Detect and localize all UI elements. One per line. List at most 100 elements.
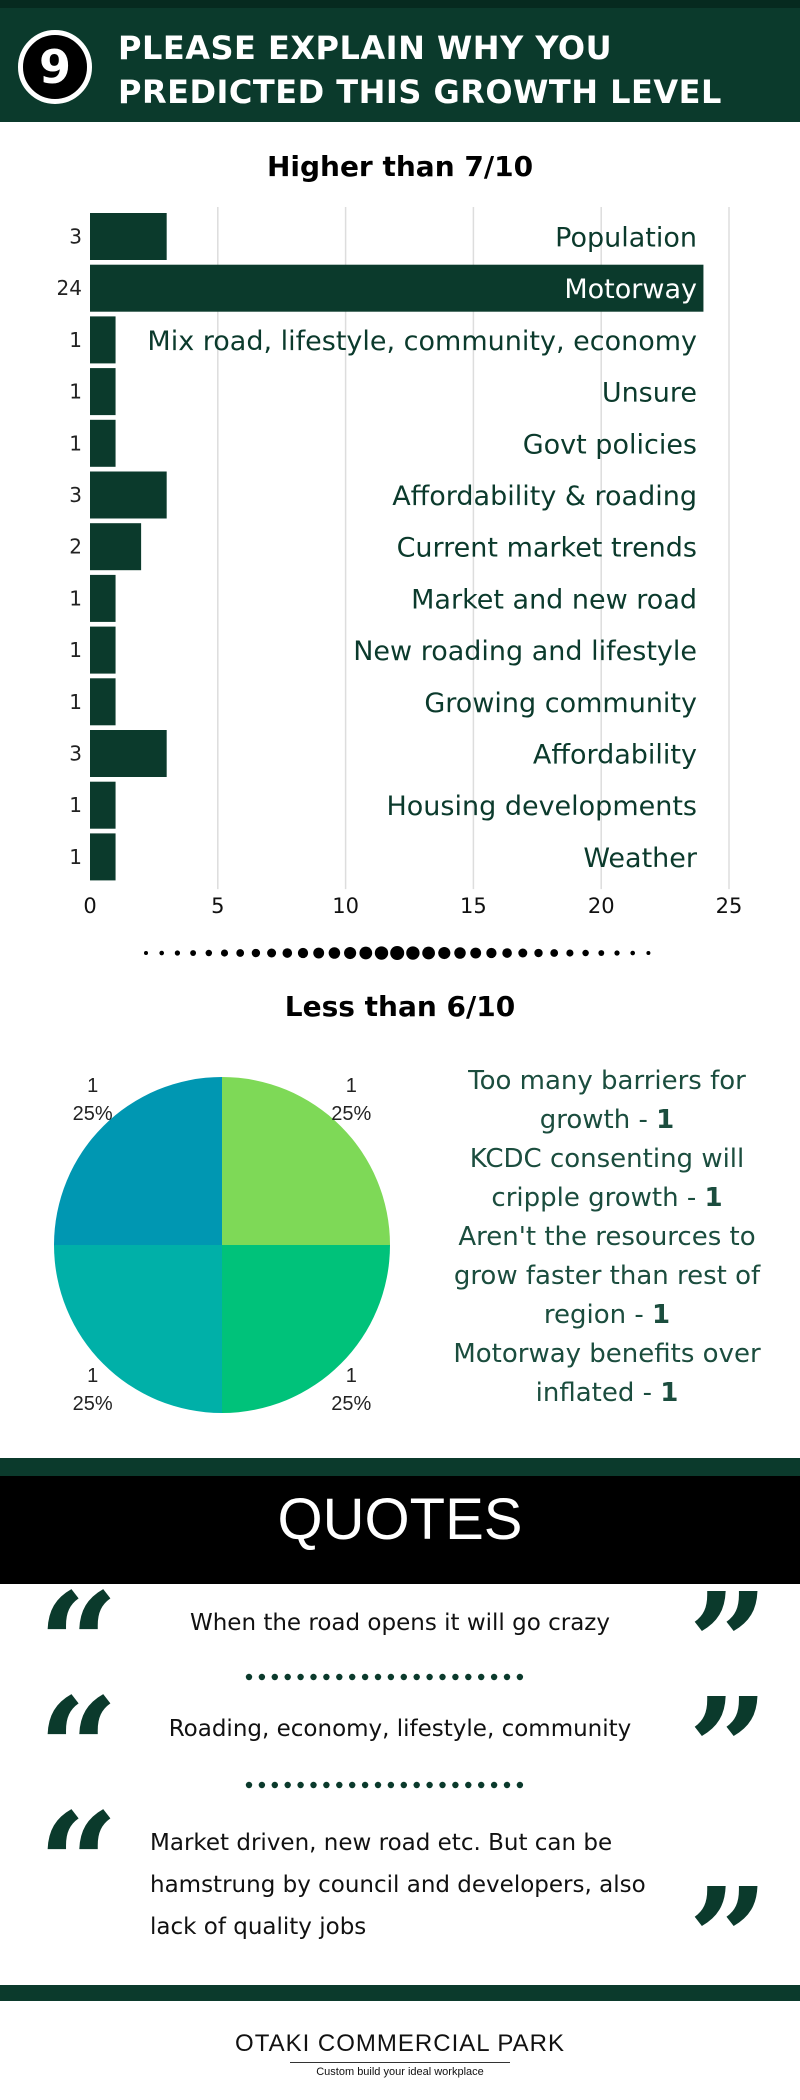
divider-dot [159, 950, 165, 956]
category-label: Weather [583, 843, 698, 874]
pie-legend-text: Aren't the resources to grow faster than… [453, 1222, 761, 1330]
bar-value-label: 24 [57, 276, 82, 300]
separator-dot [503, 1781, 511, 1789]
x-tick-label: 0 [83, 894, 96, 918]
separator-dot [361, 1673, 369, 1681]
divider-dot [534, 948, 543, 958]
separator-dot [271, 1673, 278, 1681]
category-label: Motorway [564, 274, 697, 305]
bar-chart-title: Higher than 7/10 [266, 150, 534, 183]
pie-legend-count: 1 [652, 1300, 671, 1330]
pie-chart-title: Less than 6/10 [284, 990, 516, 1023]
x-tick-label: 15 [460, 894, 487, 918]
separator-dot [374, 1673, 382, 1681]
open-quote-icon: “ [38, 1783, 119, 1947]
bar [90, 730, 167, 777]
pie-chart: 1 25% 1 25% 1 25% 1 25% [54, 1075, 390, 1415]
category-label: Growing community [424, 688, 697, 719]
separator-dot [361, 1781, 369, 1789]
dotted-divider [144, 946, 651, 960]
divider-dot [174, 950, 181, 956]
separator-dot [516, 1781, 524, 1789]
pie-legend-item: Too many barriers for growth - 1 [432, 1062, 782, 1140]
separator-dot [349, 1673, 356, 1681]
close-quote-icon: ” [688, 1668, 769, 1832]
bar [90, 781, 116, 829]
divider-dot [328, 947, 341, 959]
open-quote-icon: “ [38, 1563, 119, 1727]
bar [90, 523, 142, 571]
x-tick-label: 5 [211, 894, 224, 918]
separator-dot [374, 1781, 382, 1789]
divider-dot [646, 951, 651, 955]
separator-dot [516, 1673, 524, 1681]
pie-value-label: 1 [346, 1365, 357, 1387]
separator-dot [478, 1673, 485, 1681]
separator-dot [323, 1673, 330, 1681]
bar-value-label: 1 [69, 586, 82, 610]
bar-value-label: 3 [69, 483, 82, 507]
separator-dot [478, 1781, 485, 1789]
separator-dot [245, 1673, 253, 1681]
bar-value-label: 1 [69, 690, 82, 714]
separator-dot [439, 1781, 446, 1789]
separator-dot [258, 1673, 266, 1681]
bar [90, 471, 167, 519]
footer-band [0, 1985, 800, 2001]
bar-chart: 0 5 10 15 20 25 3 Population 24 Motorway 1 Mix road… [57, 207, 742, 918]
pie-slice [54, 1245, 222, 1413]
category-label: Housing developments [386, 791, 697, 822]
separator-dot [297, 1673, 304, 1681]
pie-value-label: 1 [87, 1365, 98, 1387]
bar [90, 368, 116, 416]
pie-legend-count: 1 [704, 1183, 723, 1213]
divider-dot [144, 951, 148, 955]
divider-dot [313, 947, 325, 959]
bar-value-label: 3 [69, 742, 82, 766]
separator-dot [258, 1781, 266, 1789]
separator-dot [413, 1781, 420, 1789]
divider-dot [251, 948, 261, 958]
pie-legend-item: Aren't the resources to grow faster than… [432, 1218, 782, 1335]
category-label: Population [555, 223, 697, 254]
divider-dot [486, 947, 497, 959]
close-quote-icon: ” [688, 1563, 769, 1727]
category-label: New roading and lifestyle [353, 636, 697, 667]
divider-dot [518, 948, 528, 958]
pie-legend-text: Motorway benefits over inflated - [453, 1339, 761, 1408]
divider-dot [598, 950, 605, 956]
divider-dot [470, 947, 482, 959]
pie-percent-label: 25% [73, 1393, 113, 1415]
pie-legend-item: KCDC consenting will cripple growth - 1 [432, 1140, 782, 1218]
separator-dot [439, 1673, 446, 1681]
separator-dot [452, 1781, 459, 1789]
bar [90, 678, 116, 726]
pie-value-label: 1 [346, 1075, 357, 1097]
question-number-badge: 9 [18, 30, 92, 104]
bar-value-label: 2 [69, 535, 82, 559]
divider-dot [220, 949, 229, 957]
quote-text-1: When the road opens it will go crazy [189, 1610, 610, 1636]
page-title-line2: PREDICTED THIS GROWTH LEVEL [118, 73, 722, 111]
separator-dot [310, 1781, 317, 1789]
category-label: Current market trends [397, 533, 697, 564]
divider-dot [454, 947, 466, 959]
separator-dot [310, 1673, 317, 1681]
divider-dot [359, 946, 373, 960]
bar-value-label: 1 [69, 793, 82, 817]
question-number: 9 [38, 40, 71, 94]
divider-dot [406, 946, 420, 960]
separator-dot [465, 1673, 472, 1681]
divider-dot [282, 948, 293, 958]
open-quote-icon: “ [38, 1668, 119, 1832]
bar [90, 833, 116, 881]
header-banner: 9 PLEASE EXPLAIN WHY YOU PREDICTED THIS … [0, 0, 800, 122]
quote-divider-1 [245, 1673, 524, 1681]
separator-dot [323, 1781, 330, 1789]
category-label: Market and new road [411, 584, 697, 615]
separator-dot [284, 1673, 291, 1681]
separator-dot [452, 1673, 459, 1681]
category-label: Mix road, lifestyle, community, economy [147, 326, 697, 357]
separator-dot [503, 1673, 511, 1681]
category-label: Affordability & roading [392, 481, 697, 512]
